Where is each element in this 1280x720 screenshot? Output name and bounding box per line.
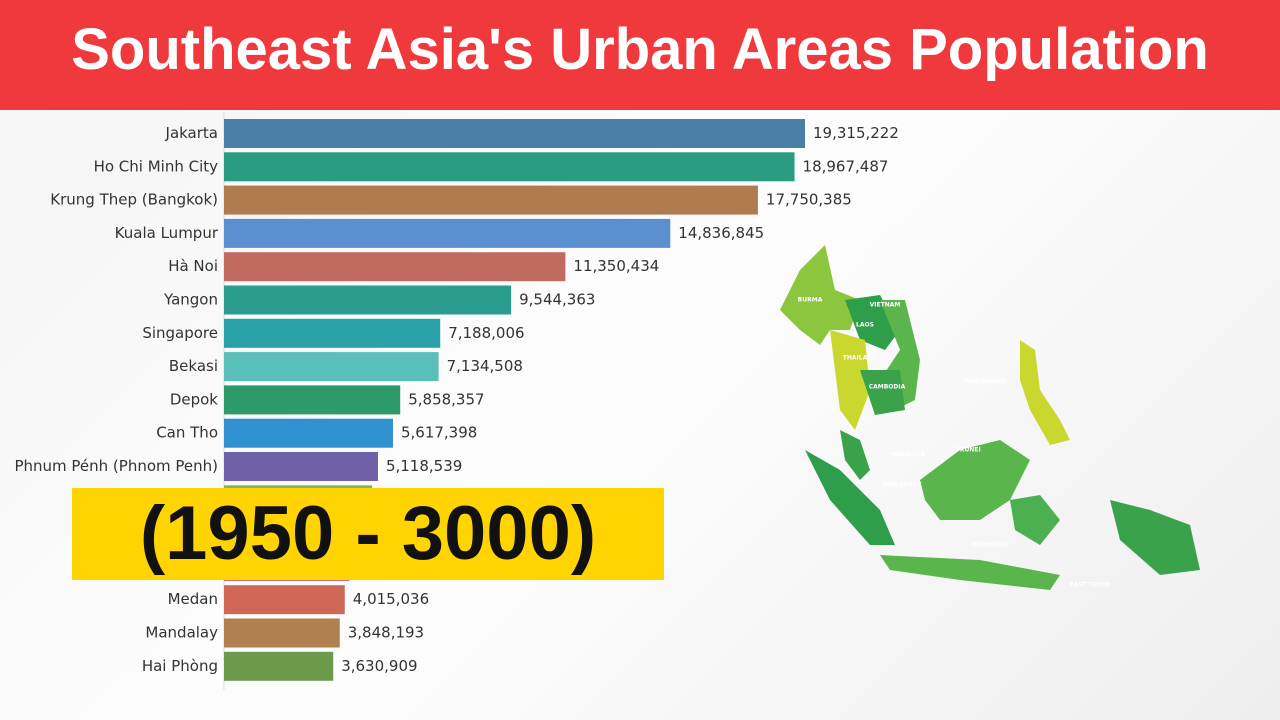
bar [224,418,393,448]
value-label: 3,630,909 [341,657,417,675]
value-label: 4,015,036 [353,590,429,608]
bar-chart: Jakarta 19,315,222 Ho Chi Minh City 18,967,… [14,112,899,690]
category-label: Depok [170,390,218,408]
category-label: Medan [168,590,218,608]
category-label: Yangon [163,291,218,309]
category-label: Ho Chi Minh City [94,157,219,175]
category-label: Can Tho [156,424,218,442]
category-label: Jakarta [165,124,218,142]
map: BURMA VIETNAM LAOS THAILAND CAMBODIA PHILIPPI… [780,245,1200,590]
value-label: 3,848,193 [348,624,424,642]
map-label: INDONESIA [971,542,1009,549]
map-label: VIETNAM [870,302,901,309]
value-label: 9,544,363 [519,291,595,309]
value-label: 5,118,539 [386,457,462,475]
bar [224,651,334,681]
bar [224,585,345,615]
map-label: MALAYSIA [891,452,925,459]
value-label: 5,617,398 [401,424,477,442]
value-label: 19,315,222 [813,124,899,142]
value-label: 14,836,845 [678,224,764,242]
map-label: CAMBODIA [869,384,906,391]
category-label: Phnum Pénh (Phnom Penh) [14,457,218,475]
category-label: Bekasi [169,357,218,375]
value-label: 7,134,508 [447,357,523,375]
map-label: THAILAND [843,355,877,362]
period-box: (1950 - 3000) [72,488,664,580]
bar [224,618,340,648]
bar [224,385,401,415]
bar [224,185,758,215]
value-label: 18,967,487 [803,157,889,175]
bar [224,218,671,248]
category-label: Krung Thep (Bangkok) [50,191,218,209]
category-label: Kuala Lumpur [115,224,219,242]
category-label: Hà Noi [168,257,218,275]
map-label: BRUNEI [955,447,980,454]
bar [224,152,795,182]
bar [224,452,378,481]
map-label: EAST TIMOR [1069,582,1111,589]
value-label: 5,858,357 [408,390,484,408]
map-label: BURMA [798,297,823,304]
category-label: Hai Phòng [142,657,218,675]
bar [224,318,441,348]
map-label: LAOS [856,322,874,329]
map-label: SINGAPORE [882,482,921,489]
value-label: 7,188,006 [448,324,524,342]
bar [224,352,439,382]
bar [224,285,512,315]
map-label: PHILIPPINES [964,379,1006,386]
category-label: Singapore [142,324,218,342]
value-label: 11,350,434 [573,257,659,275]
value-label: 17,750,385 [766,191,852,209]
bar [224,119,806,148]
bar [224,252,566,282]
period: (1950 - 3000) [139,491,597,576]
title-banner: Southeast Asia's Urban Areas Population [0,0,1280,110]
category-label: Mandalay [145,624,218,642]
title: Southeast Asia's Urban Areas Population [71,17,1209,82]
